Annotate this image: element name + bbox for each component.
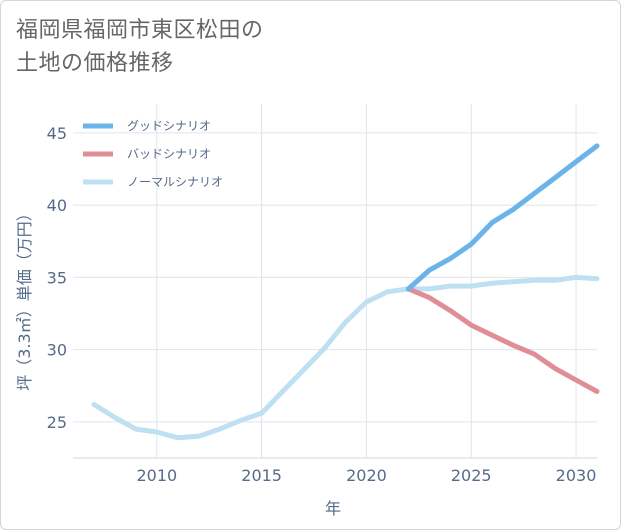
x-tick-label: 2010 — [136, 466, 177, 485]
x-tick-label: 2030 — [556, 466, 597, 485]
series-line-2 — [405, 286, 600, 394]
legend-label: グッドシナリオ — [127, 119, 211, 133]
y-tick-label: 35 — [47, 268, 67, 287]
y-axis-title: 坪（3.3㎡）単価（万円） — [15, 205, 34, 390]
chart-title: 福岡県福岡市東区松田の 土地の価格推移 — [16, 14, 264, 80]
series-line-3 — [91, 274, 600, 441]
x-axis-title: 年 — [325, 499, 341, 518]
y-tick-label: 25 — [47, 413, 67, 432]
series-line-1 — [405, 143, 600, 292]
x-tick-label: 2020 — [346, 466, 387, 485]
x-tick-label: 2025 — [451, 466, 492, 485]
y-tick-label: 45 — [47, 124, 67, 143]
title-line-1: 福岡県福岡市東区松田の — [16, 18, 264, 43]
title-line-2: 土地の価格推移 — [16, 51, 174, 76]
y-tick-label: 40 — [47, 196, 67, 215]
y-tick-label: 30 — [47, 341, 67, 360]
grid — [73, 104, 597, 459]
legend-label: バッドシナリオ — [127, 147, 211, 161]
series-lines — [91, 143, 600, 441]
x-tick-label: 2015 — [241, 466, 282, 485]
legend-label: ノーマルシナリオ — [127, 175, 223, 189]
axis-ticks: 2010 2015 2020 2025 2030 25 30 35 40 45 — [47, 124, 597, 485]
